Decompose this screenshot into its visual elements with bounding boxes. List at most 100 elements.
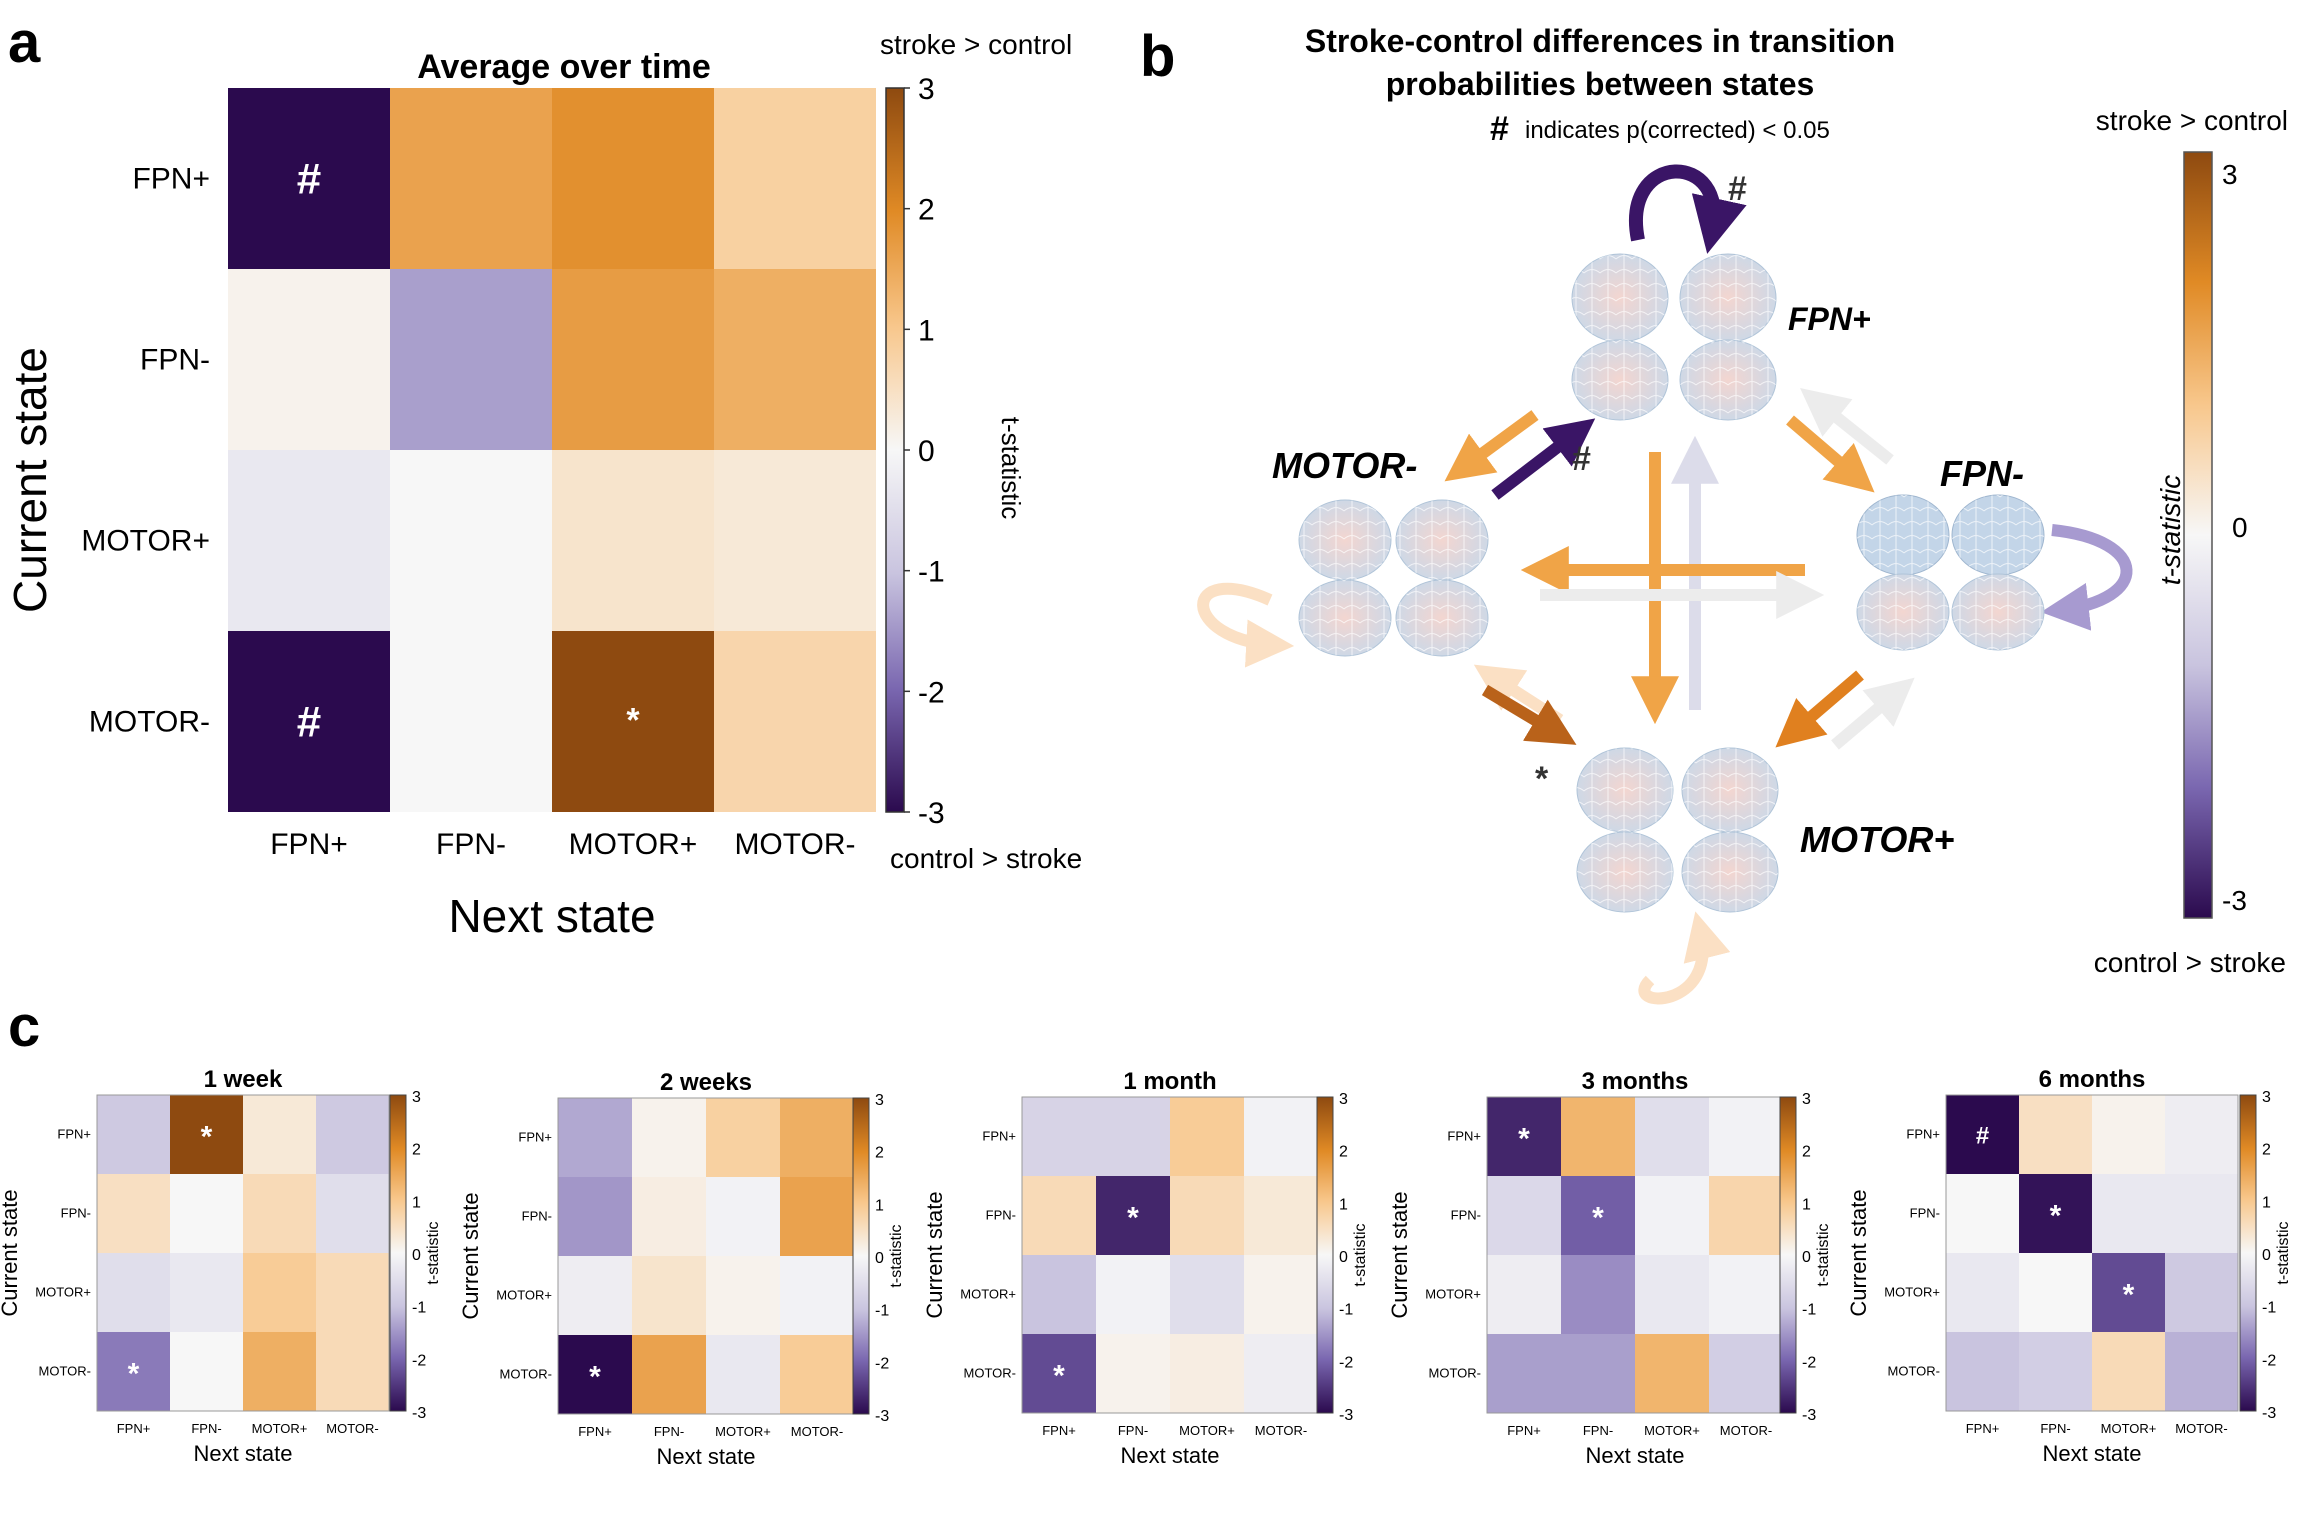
c0-cell-r3-c0 [97, 1332, 170, 1411]
c4-cell-r0-c2 [2092, 1095, 2165, 1174]
a-cell-r3-c2 [552, 631, 714, 812]
arrow-fpnp-to-motm [1444, 410, 1539, 482]
c2-cell-r1-c2 [1170, 1176, 1244, 1255]
panel-letter-c: c [8, 994, 40, 1059]
c4-cb-tick-5: -2 [2262, 1352, 2276, 1369]
c1-cell-r2-c1 [632, 1256, 706, 1335]
c2-ylabel: Current state [922, 1191, 947, 1318]
c4-row-label-1: FPN- [1910, 1206, 1940, 1221]
c1-cb-tick-2: 1 [875, 1197, 884, 1214]
c2-row-label-2: MOTOR+ [960, 1287, 1016, 1302]
c4-cb-tick-0: 3 [2262, 1089, 2271, 1106]
panel-a-row-labels: FPN+ FPN- MOTOR+ MOTOR- [81, 163, 210, 739]
c1-cell-r0-c1 [632, 1098, 706, 1177]
c2-cell-r3-c1 [1096, 1334, 1170, 1413]
c3-cell-r2-c2 [1635, 1255, 1709, 1334]
panel-a-xlabel: Next state [448, 890, 655, 942]
panel-letter-a: a [8, 10, 41, 75]
panel-a-colorbar [885, 87, 905, 813]
mark-fpnp-self: # [1728, 170, 1747, 208]
c4-cell-r0-c0 [1946, 1095, 2019, 1174]
c2-cb-tick-0: 3 [1339, 1091, 1348, 1108]
c1-row-label-2: MOTOR+ [496, 1288, 552, 1303]
c0-cell-r0-c0 [97, 1095, 170, 1174]
c4-cell-r3-c2 [2092, 1332, 2165, 1411]
c1-cell-r2-c2 [706, 1256, 780, 1335]
panel-a-colorbar-ylabel: t-statistic [996, 417, 1026, 520]
panel-c-heatmap-0: 1 week * * FPN+ FPN- MOTOR+ MOTOR- FPN+ FPN- MOTO… [0, 1066, 442, 1466]
c1-cell-r0-c3 [780, 1098, 854, 1177]
c2-cell-r0-c3 [1244, 1097, 1318, 1176]
a-cb-tick-4: -1 [918, 556, 945, 589]
c0-xlabel: Next state [193, 1441, 292, 1466]
c3-mark-r0-c0: * [1518, 1123, 1530, 1156]
c1-xlabel: Next state [656, 1444, 755, 1469]
c3-row-label-3: MOTOR- [1429, 1366, 1481, 1381]
c3-cell-r2-c3 [1709, 1255, 1783, 1334]
c1-cb-tick-0: 3 [875, 1092, 884, 1109]
panel-c-heatmaps: 1 week * * FPN+ FPN- MOTOR+ MOTOR- FPN+ FPN- MOTO… [0, 1066, 2292, 1469]
c3-row-label-0: FPN+ [1447, 1129, 1481, 1144]
c4-col-label-0: FPN+ [1966, 1421, 2000, 1436]
panel-a-cells [228, 88, 876, 812]
c1-cell-r3-c3 [780, 1335, 854, 1414]
c3-colorbar-ylabel: t-statistic [1815, 1223, 1832, 1286]
c0-cb-tick-2: 1 [412, 1194, 421, 1211]
c4-mark-r0-c0: # [1976, 1123, 1989, 1150]
c0-cell-r3-c1 [170, 1332, 243, 1411]
c2-cell-r3-c0 [1022, 1334, 1096, 1413]
c1-cell-r3-c0 [558, 1335, 632, 1414]
panel-b-colorbar-top-label: stroke > control [2096, 105, 2288, 136]
c2-title: 1 month [1123, 1068, 1216, 1095]
c0-cell-r2-c3 [316, 1253, 389, 1332]
c2-cell-r3-c2 [1170, 1334, 1244, 1413]
c1-cb-tick-5: -2 [875, 1355, 889, 1372]
c3-cb-tick-5: -2 [1802, 1354, 1816, 1371]
c1-col-label-0: FPN+ [578, 1424, 612, 1439]
c0-colorbar [389, 1094, 407, 1412]
brain-cluster-fpnm [1856, 494, 2045, 651]
c1-cell-r2-c3 [780, 1256, 854, 1335]
c1-col-label-3: MOTOR- [791, 1424, 843, 1439]
c0-row-label-3: MOTOR- [39, 1364, 91, 1379]
c2-cell-r0-c1 [1096, 1097, 1170, 1176]
c2-row-label-0: FPN+ [982, 1129, 1016, 1144]
c3-col-label-0: FPN+ [1507, 1423, 1541, 1438]
c4-frame [1945, 1094, 2239, 1412]
c3-cell-r3-c1 [1561, 1334, 1635, 1413]
c1-cell-r3-c2 [706, 1335, 780, 1414]
c3-col-label-3: MOTOR- [1720, 1423, 1772, 1438]
c0-cb-tick-4: -1 [412, 1300, 426, 1317]
c3-cell-r0-c2 [1635, 1097, 1709, 1176]
a-mark-r3-c0: # [297, 698, 321, 747]
c2-cb-tick-5: -2 [1339, 1354, 1353, 1371]
a-mark-r3-c2: * [626, 702, 640, 740]
panel-c-heatmap-4: 6 months # * * FPN+ FPN- MOTOR+ MOTOR- FPN+ FPN- M… [1846, 1066, 2292, 1466]
c0-cell-r1-c0 [97, 1174, 170, 1253]
c3-cell-r1-c1 [1561, 1176, 1635, 1255]
c3-cb-tick-1: 2 [1802, 1144, 1811, 1161]
c4-xlabel: Next state [2042, 1441, 2141, 1466]
c0-cell-r0-c3 [316, 1095, 389, 1174]
c2-cell-r1-c0 [1022, 1176, 1096, 1255]
c3-title: 3 months [1582, 1068, 1689, 1095]
c0-cell-r3-c3 [316, 1332, 389, 1411]
arrow-motp-to-fpnm [1831, 677, 1915, 750]
c3-cb-tick-0: 3 [1802, 1091, 1811, 1108]
c4-col-label-1: FPN- [2040, 1421, 2070, 1436]
c3-row-label-2: MOTOR+ [1425, 1287, 1481, 1302]
c2-cell-r2-c0 [1022, 1255, 1096, 1334]
c4-row-label-3: MOTOR- [1888, 1364, 1940, 1379]
a-row-label-0: FPN+ [132, 163, 210, 196]
a-col-label-0: FPN+ [270, 828, 348, 861]
c1-cell-r2-c0 [558, 1256, 632, 1335]
c2-cell-r2-c2 [1170, 1255, 1244, 1334]
c3-cb-tick-6: -3 [1802, 1407, 1816, 1424]
c0-col-label-2: MOTOR+ [252, 1421, 308, 1436]
brain-cluster-motm [1298, 499, 1489, 657]
c1-cell-r3-c1 [632, 1335, 706, 1414]
panel-b-colorbar-tick-0: 0 [2232, 512, 2248, 543]
c0-cell-r2-c0 [97, 1253, 170, 1332]
c4-cb-tick-2: 1 [2262, 1194, 2271, 1211]
panel-b-colorbar [2183, 151, 2213, 919]
